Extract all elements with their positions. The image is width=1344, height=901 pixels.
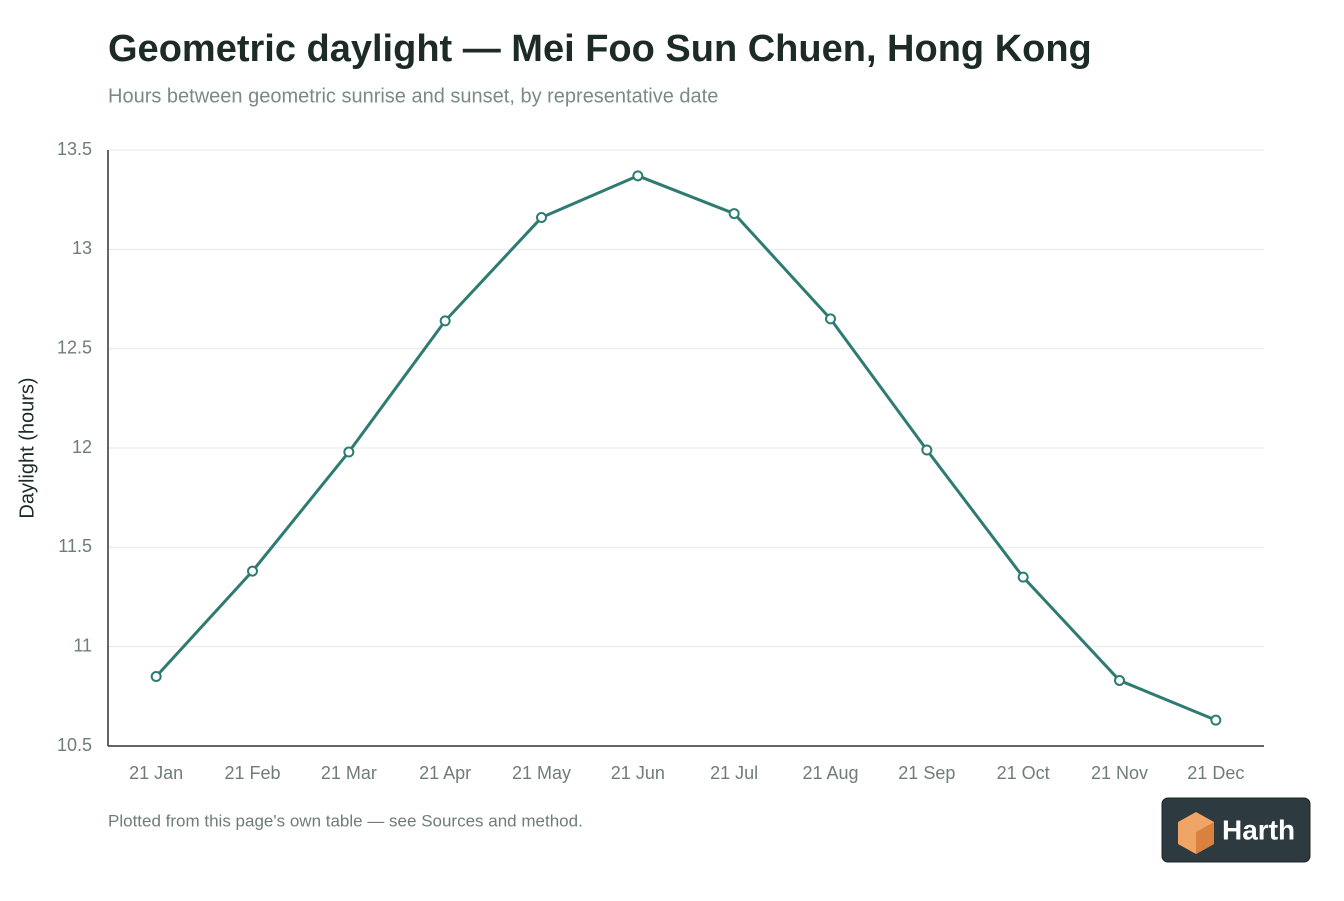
logo-text: Harth: [1222, 814, 1295, 845]
y-tick-label: 11.5: [58, 536, 92, 556]
marker: [247, 565, 258, 577]
marker: [825, 313, 836, 325]
y-tick-label: 11: [73, 635, 92, 655]
x-tick-label: 21 Sep: [898, 763, 955, 783]
marker: [921, 444, 933, 456]
x-tick-label: 21 Jan: [129, 763, 183, 783]
x-tick-label: 21 May: [512, 763, 571, 783]
marker: [1114, 674, 1125, 686]
x-tick-label: 21 Jun: [611, 763, 665, 783]
marker: [632, 170, 644, 182]
marker: [536, 212, 547, 224]
logo: Harth: [1161, 797, 1311, 863]
y-axis-label: Daylight (hours): [16, 377, 38, 518]
x-tick-label: 21 Nov: [1091, 763, 1148, 783]
x-tick-label: 21 Apr: [419, 763, 471, 783]
marker: [150, 670, 162, 682]
line: [155, 174, 1217, 722]
y-tick-label: 13.5: [57, 139, 92, 159]
x-tick-label: 21 Dec: [1187, 763, 1244, 783]
y-tick-label: 12.5: [57, 337, 92, 357]
x-tick-label: 21 Feb: [224, 763, 280, 783]
marker: [439, 315, 451, 327]
y-tick-label: 12: [72, 437, 92, 457]
footnote: Plotted from this page's own table — see…: [108, 811, 583, 830]
marker: [728, 208, 740, 220]
marker: [1210, 714, 1222, 726]
chart-subtitle: Hours between geometric sunrise and suns…: [108, 85, 718, 107]
x-tick-label: 21 Mar: [321, 763, 377, 783]
marker: [343, 446, 355, 458]
logo-icon-side: [1196, 822, 1214, 854]
y-tick-label: 10.5: [57, 735, 92, 755]
chart-title: Geometric daylight — Mei Foo Sun Chuen, …: [108, 28, 1092, 70]
y-tick-label: 13: [72, 238, 92, 258]
marker: [1017, 571, 1029, 583]
x-tick-label: 21 Oct: [997, 763, 1050, 783]
x-tick-label: 21 Jul: [710, 763, 758, 783]
x-tick-label: 21 Aug: [802, 763, 858, 783]
